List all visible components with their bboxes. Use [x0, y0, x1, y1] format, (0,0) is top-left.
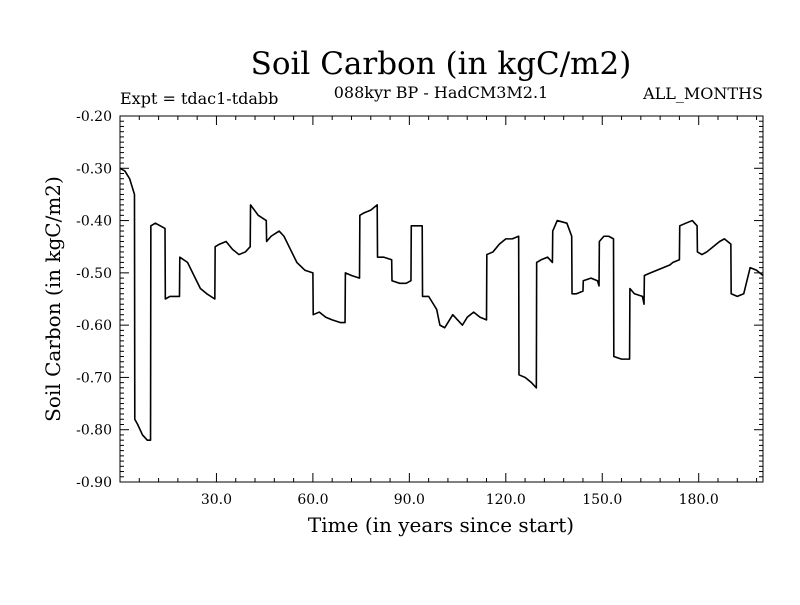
x-tick-labels: 30.0 60.0 90.0 120.0 150.0 180.0: [201, 492, 719, 508]
y-tick-label: -0.70: [76, 370, 112, 386]
chart-subtitle-left: Expt = tdac1-tdabb: [120, 89, 278, 108]
chart-subtitle-right: ALL_MONTHS: [642, 84, 763, 103]
y-tick-label: -0.40: [76, 214, 112, 230]
x-axis-label: Time (in years since start): [308, 513, 574, 537]
x-tick-label: 30.0: [201, 492, 232, 508]
y-tick-label: -0.20: [76, 109, 112, 125]
tick-marks: [119, 115, 763, 483]
y-tick-label: -0.80: [76, 423, 112, 439]
y-tick-label: -0.30: [76, 161, 112, 177]
x-tick-label: 150.0: [582, 492, 622, 508]
plot-frame: [119, 115, 764, 483]
chart-subtitle-center: 088kyr BP - HadCM3M2.1: [334, 83, 548, 102]
x-tick-label: 90.0: [394, 492, 425, 508]
x-tick-label: 180.0: [679, 492, 719, 508]
y-tick-label: -0.50: [76, 266, 112, 282]
x-tick-label: 60.0: [297, 492, 328, 508]
x-tick-label: 120.0: [486, 492, 526, 508]
y-axis-label: Soil Carbon (in kgC/m2): [41, 176, 65, 422]
series-line-soil-carbon: [119, 167, 764, 441]
chart-title: Soil Carbon (in kgC/m2): [251, 46, 632, 82]
y-tick-labels: -0.20 -0.30 -0.40 -0.50 -0.60 -0.70 -0.80 -0.90: [76, 109, 112, 491]
y-tick-label: -0.90: [76, 475, 112, 491]
y-tick-label: -0.60: [76, 318, 112, 334]
